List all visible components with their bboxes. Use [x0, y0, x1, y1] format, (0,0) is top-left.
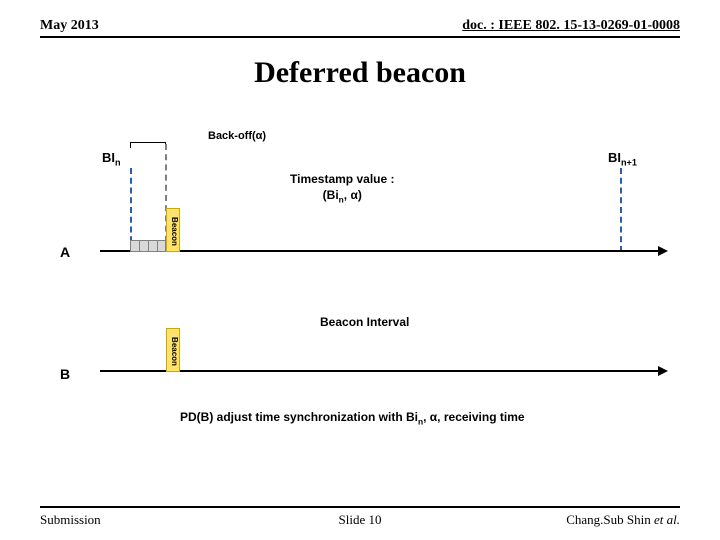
- axis-A-label: A: [60, 244, 70, 260]
- axis-B-arrow-icon: [658, 366, 668, 376]
- tick-bi-n1: [620, 168, 622, 252]
- slot: [130, 240, 139, 252]
- footer-center: Slide 10: [40, 512, 680, 528]
- footer-rule: [40, 506, 680, 508]
- bi-n-label: BIn: [102, 150, 121, 168]
- axis-B: [100, 370, 660, 372]
- beacon-B: Beacon: [166, 328, 180, 372]
- slide-title: Deferred beacon: [0, 56, 720, 90]
- slot: [139, 240, 148, 252]
- backoff-slots: [130, 240, 166, 252]
- backoff-label: Back-off(α): [208, 130, 266, 142]
- slide-root: { "header": { "date": "May 2013", "docre…: [0, 0, 720, 540]
- slide-footer: Submission Slide 10 Chang.Sub Shin et al…: [40, 512, 680, 528]
- backoff-bracket: [130, 142, 166, 150]
- timestamp-label: Timestamp value :(Bin, α): [290, 172, 394, 205]
- timing-diagram: Back-off(α) BIn BIn+1 Timestamp value :(…: [60, 120, 660, 450]
- header-date: May 2013: [40, 18, 99, 34]
- beacon-A: Beacon: [166, 208, 180, 252]
- beacon-interval-label: Beacon Interval: [320, 315, 409, 329]
- beacon-A-label: Beacon: [170, 217, 179, 246]
- slot: [148, 240, 157, 252]
- axis-A-arrow-icon: [658, 246, 668, 256]
- slide-header: May 2013 doc. : IEEE 802. 15-13-0269-01-…: [40, 18, 680, 38]
- pd-adjust-label: PD(B) adjust time synchronization with B…: [180, 410, 525, 426]
- slot: [157, 240, 166, 252]
- axis-B-label: B: [60, 366, 70, 382]
- beacon-B-label: Beacon: [170, 337, 179, 366]
- axis-A: [100, 250, 660, 252]
- header-docref: doc. : IEEE 802. 15-13-0269-01-0008: [462, 18, 680, 34]
- bi-n1-label: BIn+1: [608, 150, 637, 168]
